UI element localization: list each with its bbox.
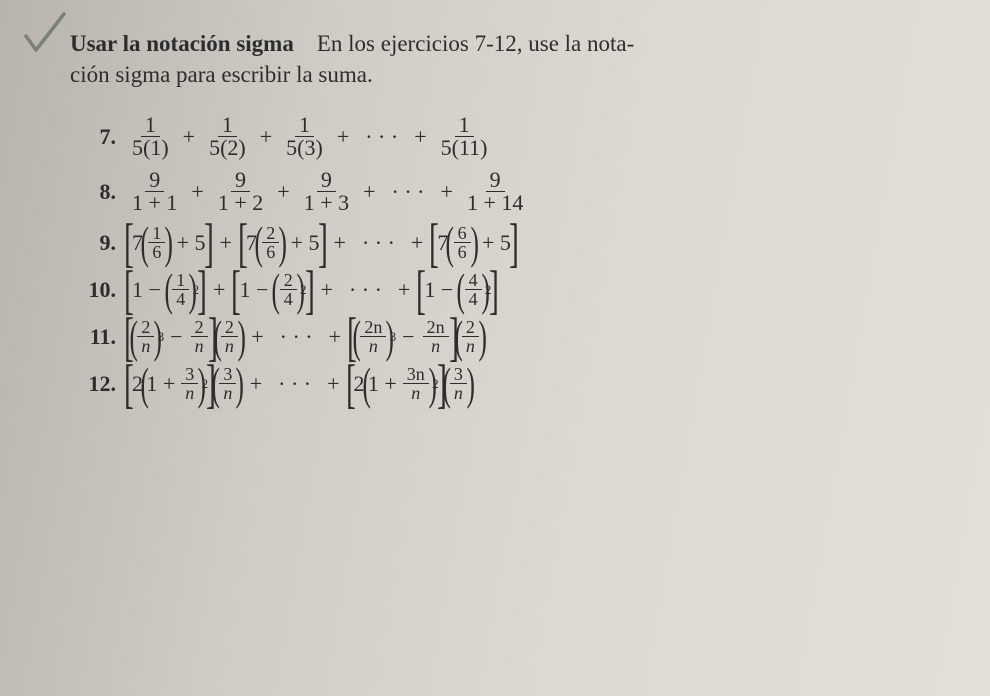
exercise-number: 7. [70, 124, 126, 150]
exercise-expr: [ ( 2n )3 − 2n ] ( 2n ) + · · · + [ ( 2n… [126, 318, 484, 355]
exercise-expr: [ 7 ( 16 ) + 5 ] + [ 7 ( 26 ) + 5 ] + · … [126, 224, 517, 261]
heading-strong: Usar la notación sigma [70, 31, 294, 56]
section-heading: Usar la notación sigma En los ejercicios… [70, 28, 926, 90]
exercise-expr: [ 2 ( 1 + 3n )2 ] ( 3n ) + · · · + [ 2 (… [126, 365, 472, 402]
exercise-number: 9. [70, 230, 126, 256]
exercise-10: 10. [ 1 − ( 14 )2 ] + [ 1 − ( 24 )2 ] + … [70, 271, 950, 308]
exercise-9: 9. [ 7 ( 16 ) + 5 ] + [ 7 ( 26 ) + 5 ] + [70, 224, 950, 261]
heading-rest-2: ción sigma para escribir la suma. [70, 62, 373, 87]
exercise-expr: [ 1 − ( 14 )2 ] + [ 1 − ( 24 )2 ] + · · … [126, 271, 497, 308]
exercise-12: 12. [ 2 ( 1 + 3n )2 ] ( 3n ) + · · · + [… [70, 365, 950, 402]
exercise-7: 7. 15(1) + 15(2) + 15(3) + · · · + 15(11… [70, 114, 950, 159]
heading-rest-1: En los ejercicios 7-12, use la nota- [317, 31, 634, 56]
exercise-number: 11. [70, 324, 126, 350]
exercise-8: 8. 91 + 1 + 91 + 2 + 91 + 3 + · · · + 91… [70, 169, 950, 214]
exercise-number: 8. [70, 179, 126, 205]
exercise-number: 12. [70, 371, 126, 397]
exercise-expr: 15(1) + 15(2) + 15(3) + · · · + 15(11) [126, 114, 493, 159]
exercise-expr: 91 + 1 + 91 + 2 + 91 + 3 + · · · + 91 + … [126, 169, 529, 214]
exercise-number: 10. [70, 277, 126, 303]
exercise-list: 7. 15(1) + 15(2) + 15(3) + · · · + 15(11… [70, 114, 950, 402]
checkmark-icon [20, 10, 70, 60]
exercise-11: 11. [ ( 2n )3 − 2n ] ( 2n ) + · · · + [ … [70, 318, 950, 355]
